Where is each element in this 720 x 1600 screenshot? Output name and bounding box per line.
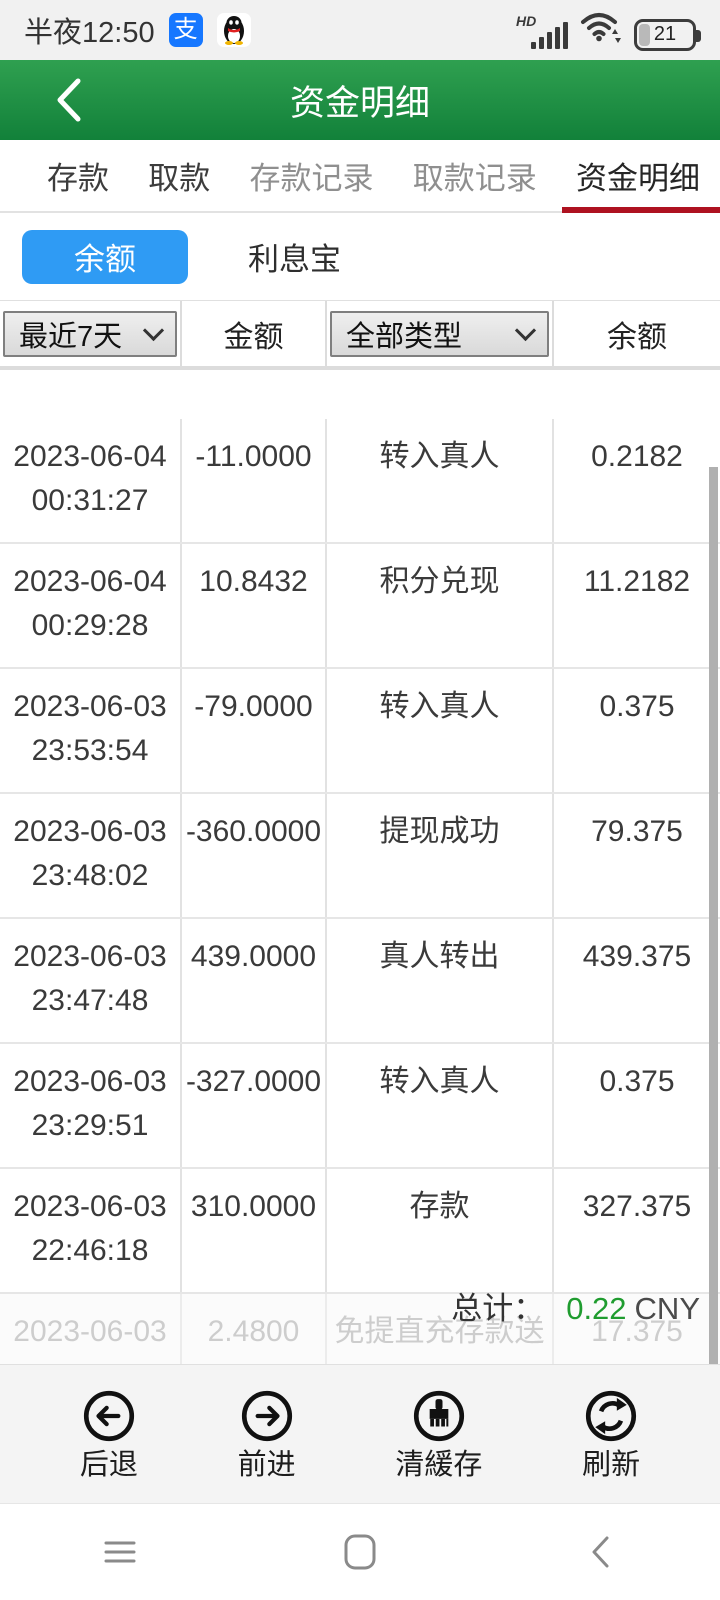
chevron-left-icon (592, 1536, 609, 1568)
cell-amount: -360.0000 (182, 794, 327, 917)
interest-toggle-button[interactable]: 利息宝 (248, 242, 341, 277)
cell-balance: 17.375 (591, 1315, 683, 1348)
chevron-down-icon (142, 319, 165, 342)
nav-home-button[interactable] (240, 1533, 480, 1571)
total-currency: CNY (634, 1291, 700, 1326)
table-row: 2023-06-03 23:48:02 -360.0000 提现成功 79.375 (0, 794, 720, 919)
menu-icon (104, 1541, 136, 1563)
cell-balance: 327.375 (582, 1190, 692, 1223)
cell-type: 转入真人 (327, 1044, 554, 1167)
type-filter-select[interactable]: 全部类型 (330, 310, 549, 357)
date-range-value: 最近7天 (19, 320, 123, 353)
page-title: 资金明细 (289, 83, 430, 123)
back-button[interactable]: 后退 (80, 1388, 138, 1480)
table-row: 2023-06-03 23:53:54 -79.0000 转入真人 0.375 (0, 669, 720, 794)
cell-datetime: 2023-06-03 23:29:51 (0, 1044, 182, 1167)
cell-type: 提现成功 (327, 794, 554, 917)
status-bar: 半夜12:50 支 HD (0, 0, 720, 60)
transactions-table: 2023-06-04 00:31:27 -11.0000 转入真人 0.2182 … (0, 370, 720, 1364)
home-square-icon (344, 1534, 376, 1570)
table-row: 2023-06-03 22:46:18 310.0000 存款 327.375 (0, 1169, 720, 1294)
cell-type: 真人转出 (327, 919, 554, 1042)
wifi-icon (580, 10, 622, 51)
account-toggle-row: 余额 利息宝 (0, 213, 720, 300)
cell-datetime: 2023-06-03 23:53:54 (0, 669, 182, 792)
tab-deposit-records[interactable]: 存款记录 (249, 161, 374, 196)
total-summary: 总计： 0.22 CNY (451, 1283, 700, 1328)
cell-datetime: 2023-06-04 00:31:27 (0, 419, 182, 542)
arrow-right-circle-icon (241, 1390, 292, 1442)
cell-balance: 0.375 (599, 1065, 675, 1098)
cell-amount: -327.0000 (182, 1044, 327, 1167)
cell-type: 免提直充存款送 (327, 1294, 554, 1364)
cell-datetime: 2023-06-03 23:48:02 (0, 794, 182, 917)
nav-back-button[interactable] (480, 1534, 720, 1570)
cell-type: 转入真人 (327, 669, 554, 792)
active-tab-underline (562, 207, 720, 213)
clock: 半夜12:50 (24, 17, 155, 49)
cell-balance: 439.375 (582, 940, 692, 973)
tab-fund-details[interactable]: 资金明细 (576, 161, 700, 196)
total-value: 0.22 (566, 1291, 627, 1326)
cell-amount: 439.0000 (182, 919, 327, 1042)
cell-datetime: 2023-06-03 (0, 1294, 182, 1364)
table-row: 2023-06-03 23:47:48 439.0000 真人转出 439.375 (0, 919, 720, 1044)
alipay-notification-icon: 支 (168, 13, 203, 47)
cell-type: 转入真人 (327, 419, 554, 542)
cell-signal-icon: HD (516, 13, 568, 51)
cell-amount: -11.0000 (182, 419, 327, 542)
tab-deposit[interactable]: 存款 (47, 161, 109, 196)
type-filter-value: 全部类型 (346, 320, 463, 353)
chevron-down-icon (514, 319, 537, 342)
cell-amount: 310.0000 (182, 1169, 327, 1292)
hd-indicator: HD (516, 12, 537, 29)
table-row-partially-hidden: 2023-06-03 2.4800 免提直充存款送 17.375 (0, 1294, 720, 1364)
balance-toggle-button[interactable]: 余额 (22, 229, 188, 284)
app-header: 资金明细 (0, 60, 720, 140)
cell-balance: 0.375 (599, 690, 675, 723)
cell-balance: 0.2182 (591, 440, 683, 473)
back-chevron-icon[interactable] (50, 76, 90, 124)
filter-row: 最近7天 金额 全部类型 余额 (0, 300, 720, 370)
scrollbar[interactable] (709, 467, 718, 1364)
cell-datetime: 2023-06-03 23:47:48 (0, 919, 182, 1042)
table-row: 2023-06-03 23:29:51 -327.0000 转入真人 0.375 (0, 1044, 720, 1169)
balance-column-header: 余额 (607, 320, 667, 354)
tab-withdraw-records[interactable]: 取款记录 (412, 161, 537, 196)
tab-withdraw[interactable]: 取款 (148, 161, 211, 196)
clear-cache-button[interactable]: 清緩存 (395, 1388, 482, 1480)
cell-amount: -79.0000 (182, 669, 327, 792)
browser-toolbar: 后退 前进 清緩存 (0, 1364, 720, 1503)
cell-amount: 10.8432 (182, 544, 327, 667)
table-row: 2023-06-04 00:31:27 -11.0000 转入真人 0.2182 (0, 419, 720, 544)
cell-amount: 2.4800 (182, 1294, 327, 1364)
qq-notification-icon (216, 13, 251, 47)
total-label: 总计： (451, 1291, 545, 1326)
tab-bar: 存款 取款 存款记录 取款记录 资金明细 (0, 140, 720, 213)
cell-type: 积分兑现 (327, 544, 554, 667)
date-range-select[interactable]: 最近7天 (3, 310, 177, 357)
nav-menu-button[interactable] (0, 1537, 240, 1567)
table-row: 2023-06-04 00:29:28 10.8432 积分兑现 11.2182 (0, 544, 720, 669)
brush-circle-icon (413, 1390, 464, 1442)
battery-percent: 21 (653, 23, 677, 45)
android-navbar (0, 1503, 720, 1600)
cell-balance: 11.2182 (583, 565, 691, 598)
refresh-circle-icon (586, 1390, 637, 1442)
refresh-button[interactable]: 刷新 (582, 1388, 640, 1480)
cell-datetime: 2023-06-04 00:29:28 (0, 544, 182, 667)
amount-column-header: 金额 (223, 320, 284, 354)
battery-icon: 21 (634, 18, 701, 51)
cell-balance: 79.375 (591, 815, 683, 848)
cell-type: 存款 (327, 1169, 554, 1292)
forward-button[interactable]: 前进 (238, 1388, 296, 1480)
cell-datetime: 2023-06-03 22:46:18 (0, 1169, 182, 1292)
arrow-left-circle-icon (83, 1390, 134, 1442)
